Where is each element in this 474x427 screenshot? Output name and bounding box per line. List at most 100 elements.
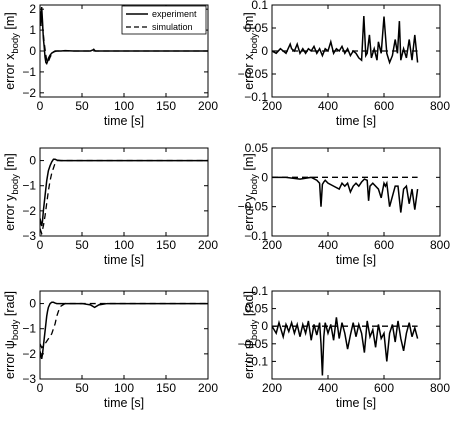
y-axis-label-main: error x — [3, 53, 17, 90]
plot-frame — [271, 147, 441, 237]
y-tick-label: 0 — [29, 44, 36, 58]
y-tick-label: −3 — [22, 372, 36, 386]
y-axis-label-unit: [m] — [242, 153, 256, 174]
y-axis-label-unit: [rad] — [3, 291, 17, 320]
x-axis-label: time [s] — [104, 396, 144, 410]
x-axis-label: time [s] — [104, 114, 144, 128]
y-axis-label-subscript: body — [10, 174, 21, 195]
x-axis-label: time [s] — [336, 253, 376, 267]
y-axis-label: error ybody [m] — [242, 153, 260, 231]
y-tick-label: 0.05 — [245, 302, 269, 316]
legend-label-simulation: simulation — [152, 22, 193, 32]
series-simulation — [40, 302, 208, 349]
subplot-3: 0 50 100 150 200 −3 −2 −1 0 time [s] error ybody [… — [3, 147, 218, 267]
x-tick-label: 200 — [198, 99, 218, 113]
y-axis-label: error ψbody [rad] — [242, 291, 260, 379]
y-axis-label-main: error ψ — [3, 340, 17, 379]
x-tick-label: 400 — [318, 99, 338, 113]
x-tick-label: 150 — [156, 99, 176, 113]
x-tick-label: 800 — [430, 238, 450, 252]
y-axis-label-subscript: body — [10, 33, 21, 54]
y-tick-label: −1 — [22, 65, 36, 79]
y-axis-label: error xbody [m] — [3, 12, 21, 90]
y-tick-label: −3 — [22, 229, 36, 243]
series-experiment — [272, 317, 419, 376]
y-axis-label-unit: [m] — [242, 12, 256, 33]
x-tick-label: 100 — [114, 238, 134, 252]
x-tick-label: 600 — [374, 381, 394, 395]
subplot-4: 200 400 600 800 −0.1 −0.05 0 0.05 time [s] error … — [238, 141, 451, 267]
y-axis-label-main: error y — [242, 194, 256, 231]
x-axis-label: time [s] — [104, 253, 144, 267]
y-axis-label-subscript: body — [249, 319, 260, 340]
y-axis-label: error ψbody [rad] — [3, 291, 21, 379]
y-axis-label-unit: [rad] — [242, 291, 256, 320]
x-tick-label: 800 — [430, 381, 450, 395]
y-tick-label: −2 — [22, 86, 36, 100]
subplot-6: 200 400 600 800 −0.1 −0.05 0 0.05 0.1 time [s] err… — [238, 284, 451, 410]
x-tick-label: 400 — [318, 381, 338, 395]
y-axis-label-main: error y — [3, 194, 17, 231]
y-tick-label: 0 — [29, 297, 36, 311]
x-tick-label: 150 — [156, 238, 176, 252]
x-tick-label: 50 — [75, 238, 89, 252]
series-experiment — [40, 158, 208, 227]
y-tick-label: 0.1 — [251, 0, 268, 12]
y-axis-label: error ybody [m] — [3, 153, 21, 231]
x-tick-label: 100 — [114, 99, 134, 113]
series-simulation — [40, 15, 208, 64]
y-axis-label-subscript: body — [249, 33, 260, 54]
legend: experiment simulation — [121, 5, 207, 35]
y-tick-label: 0.1 — [251, 284, 268, 298]
x-tick-label: 0 — [37, 238, 44, 252]
series-experiment — [40, 301, 208, 360]
x-tick-label: 400 — [318, 238, 338, 252]
x-tick-label: 50 — [75, 99, 89, 113]
y-axis-label-unit: [m] — [3, 12, 17, 33]
y-tick-label: −1 — [22, 179, 36, 193]
legend-label-experiment: experiment — [152, 9, 197, 19]
x-tick-label: 150 — [156, 381, 176, 395]
x-tick-label: 200 — [198, 381, 218, 395]
x-tick-label: 0 — [37, 99, 44, 113]
y-tick-label: −2 — [22, 347, 36, 361]
x-tick-label: 200 — [262, 381, 282, 395]
y-axis-label-subscript: body — [10, 319, 21, 340]
y-tick-label: 0.05 — [245, 21, 269, 35]
x-tick-label: 200 — [198, 238, 218, 252]
y-tick-label: 1 — [29, 23, 36, 37]
y-axis-label: error xbody [m] — [242, 12, 260, 90]
y-tick-label: −0.1 — [244, 90, 268, 104]
y-tick-label: −0.05 — [238, 67, 269, 81]
y-tick-label: −0.1 — [244, 229, 268, 243]
x-tick-label: 200 — [262, 238, 282, 252]
series-experiment — [272, 176, 419, 213]
y-tick-label: −0.05 — [238, 200, 269, 214]
subplot-2: 200 400 600 800 −0.1 −0.05 0 0.05 0.1 time [s] err… — [238, 0, 451, 128]
x-tick-label: 600 — [374, 99, 394, 113]
y-axis-label-main: error ψ — [242, 340, 256, 379]
x-tick-label: 0 — [37, 381, 44, 395]
x-tick-label: 600 — [374, 238, 394, 252]
x-tick-label: 800 — [430, 99, 450, 113]
y-axis-label-subscript: body — [249, 174, 260, 195]
y-tick-label: −2 — [22, 204, 36, 218]
y-tick-label: 0 — [261, 44, 268, 58]
series-simulation — [40, 159, 208, 236]
legend-box — [121, 5, 207, 35]
y-axis-label-main: error x — [242, 53, 256, 90]
y-tick-label: 0.05 — [245, 141, 269, 155]
y-tick-label: 0 — [261, 319, 268, 333]
plot-frame — [271, 290, 441, 380]
y-tick-label: 0 — [261, 170, 268, 184]
y-axis-label-unit: [m] — [3, 153, 17, 174]
subplot-1: 0 50 100 150 200 −2 −1 0 1 2 time [s] error xbody [… — [3, 2, 218, 128]
y-tick-label: −1 — [22, 322, 36, 336]
x-tick-label: 100 — [114, 381, 134, 395]
y-tick-label: −0.05 — [238, 337, 269, 351]
y-tick-label: 2 — [29, 2, 36, 16]
series-experiment — [272, 16, 419, 65]
x-axis-label: time [s] — [336, 396, 376, 410]
x-tick-label: 50 — [75, 381, 89, 395]
